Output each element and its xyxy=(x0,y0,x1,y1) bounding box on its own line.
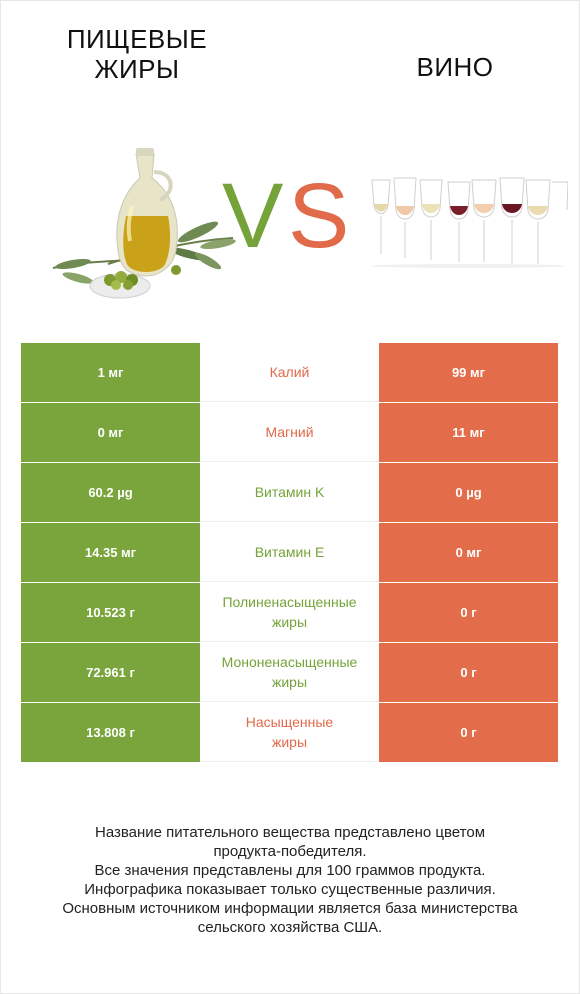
footnote-line: Основным источником информации является … xyxy=(62,900,518,917)
right-value: 0 г xyxy=(379,703,558,762)
footnote: Название питательного вещества представл… xyxy=(20,823,560,937)
right-value: 0 г xyxy=(379,643,558,702)
right-value: 11 мг xyxy=(379,403,558,462)
right-product-title: ВИНО xyxy=(416,52,494,82)
table-row: 10.523 г Полиненасыщенные жиры 0 г xyxy=(21,583,558,642)
right-value: 0 µg xyxy=(379,463,558,522)
footnote-line: Инфографика показывает только существенн… xyxy=(84,881,496,898)
left-value: 13.808 г xyxy=(21,703,200,762)
olive-oil-image xyxy=(52,148,236,299)
vs-letter-v: V xyxy=(222,165,284,267)
nutrient-label: Мононенасыщенные жиры xyxy=(200,643,379,702)
left-value: 14.35 мг xyxy=(21,523,200,582)
footnote-line: продукта-победителя. xyxy=(213,843,367,860)
footnote-line: сельского хозяйства США. xyxy=(197,919,383,936)
left-value: 0 мг xyxy=(21,403,200,462)
nutrient-label: Полиненасыщенные жиры xyxy=(200,583,379,642)
table-row: 0 мг Магний 11 мг xyxy=(21,403,558,462)
table-row: 14.35 мг Витамин E 0 мг xyxy=(21,523,558,582)
nutrient-label: Магний xyxy=(200,403,379,462)
left-value: 60.2 µg xyxy=(21,463,200,522)
footnote-line: Все значения представлены для 100 граммо… xyxy=(94,862,486,879)
nutrient-label: Насыщенные жиры xyxy=(200,703,379,762)
left-value: 10.523 г xyxy=(21,583,200,642)
table-row: 60.2 µg Витамин K 0 µg xyxy=(21,463,558,522)
left-value: 72.961 г xyxy=(21,643,200,702)
comparison-table: 1 мг Калий 99 мг 0 мг Магний 11 мг 60.2 … xyxy=(21,343,558,763)
footnote-line: Название питательного вещества представл… xyxy=(94,824,486,841)
left-product-title: ПИЩЕВЫЕ ЖИРЫ xyxy=(66,24,208,84)
right-value: 0 г xyxy=(379,583,558,642)
nutrient-label: Витамин E xyxy=(200,523,379,582)
table-row: 72.961 г Мононенасыщенные жиры 0 г xyxy=(21,643,558,702)
table-row: 13.808 г Насыщенные жиры 0 г xyxy=(21,703,558,762)
table-row: 1 мг Калий 99 мг xyxy=(21,343,558,402)
left-value: 1 мг xyxy=(21,343,200,402)
wine-glasses-image xyxy=(370,177,568,268)
nutrient-label: Витамин K xyxy=(200,463,379,522)
vs-letter-s: S xyxy=(288,165,350,267)
right-value: 0 мг xyxy=(379,523,558,582)
nutrient-label: Калий xyxy=(200,343,379,402)
right-value: 99 мг xyxy=(379,343,558,402)
